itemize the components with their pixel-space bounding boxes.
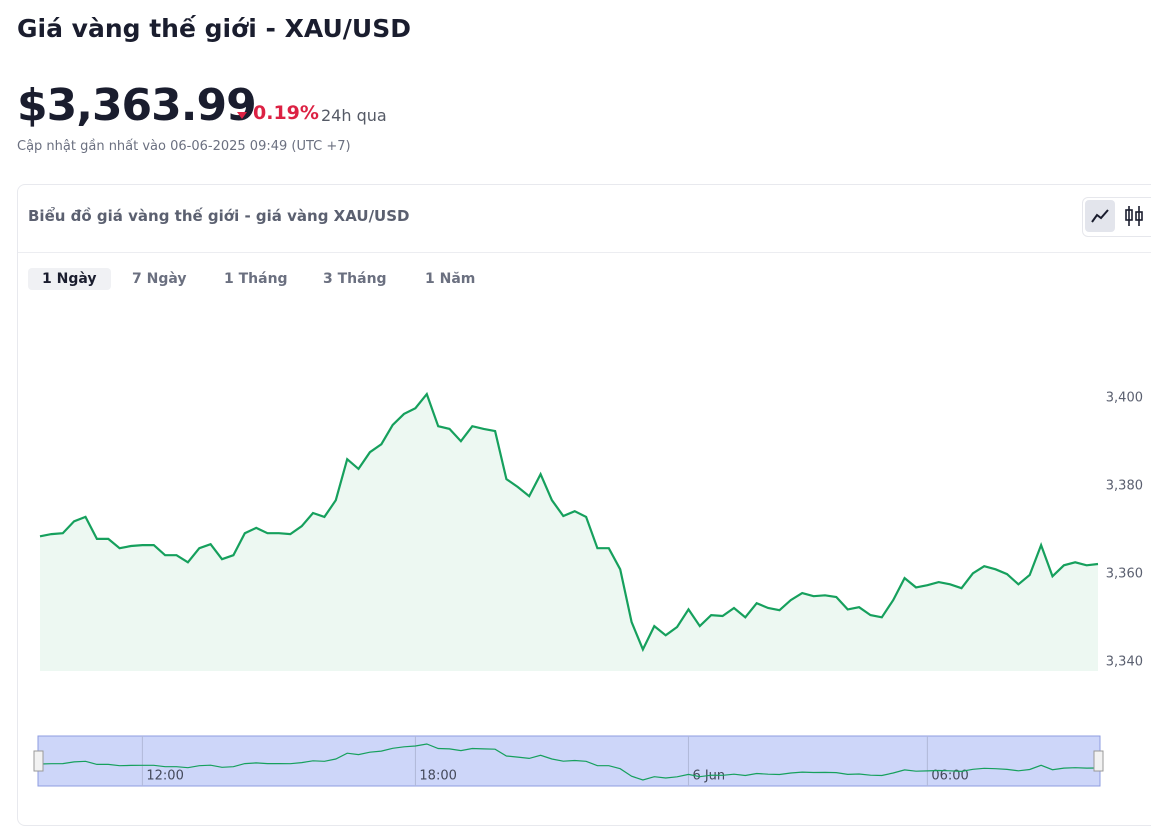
price: $3,363.99 [17, 80, 257, 131]
change: 0.19% [253, 102, 319, 124]
y-tick-label: 3,400 [1106, 391, 1143, 406]
down-arrow [237, 112, 247, 119]
page-title: Giá vàng thế giới - XAU/USD [17, 14, 411, 43]
price-line [39, 391, 1099, 653]
y-tick-label: 3,380 [1106, 479, 1143, 494]
x-tick-label: 06:00 [931, 769, 968, 784]
range-tab[interactable]: 7 Ngày [132, 271, 187, 287]
candle-button[interactable] [1125, 206, 1143, 226]
updated: Cập nhật gần nhất vào 06-06-2025 09:49 (… [17, 139, 351, 154]
chart-type-switch [1082, 197, 1151, 237]
separator [18, 252, 1151, 253]
navigator-handle[interactable] [33, 750, 44, 772]
y-tick-label: 3,360 [1106, 567, 1143, 582]
card-title: Biểu đồ giá vàng thế giới - giá vàng XAU… [28, 207, 410, 225]
range-tab[interactable]: 1 Ngày [28, 268, 111, 290]
navigator-handle[interactable] [1093, 750, 1104, 772]
y-tick-label: 3,340 [1106, 655, 1143, 670]
period: 24h qua [321, 106, 387, 125]
line-button[interactable] [1085, 200, 1115, 232]
range-tab[interactable]: 1 Năm [425, 271, 476, 287]
area [40, 394, 1098, 671]
range-tab[interactable]: 3 Tháng [323, 271, 387, 287]
chart-type-buttons[interactable] [1085, 200, 1151, 232]
x-tick-label: 12:00 [146, 769, 183, 784]
page: Giá vàng thế giới - XAU/USD $3,363.99 0.… [17, 14, 1151, 826]
range-tab[interactable]: 1 Tháng [224, 271, 288, 287]
x-tick-label: 18:00 [419, 769, 456, 784]
navigator-line [39, 743, 1099, 781]
